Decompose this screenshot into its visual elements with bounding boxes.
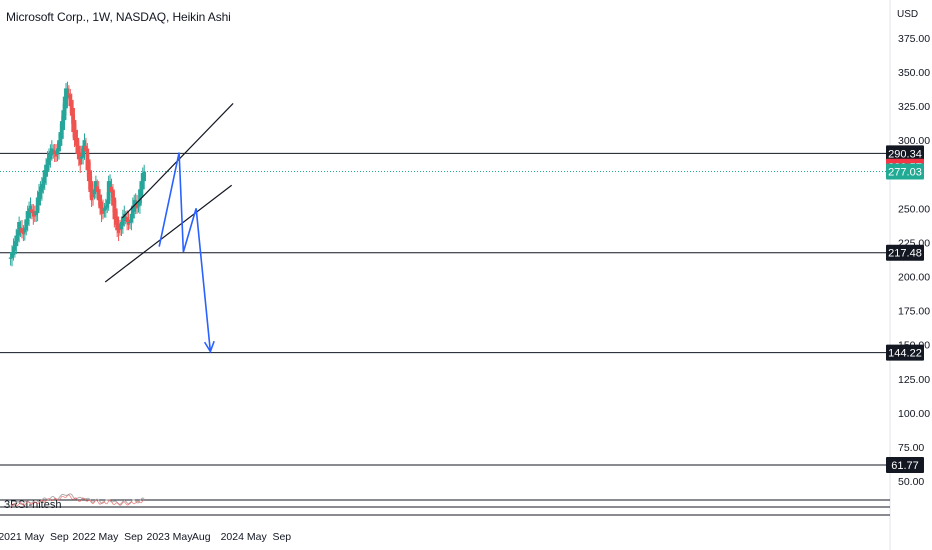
- candle-body: [129, 213, 134, 223]
- x-tick-label: 2021: [0, 531, 22, 543]
- x-tick-label: Sep: [124, 531, 143, 543]
- x-tick-label: Sep: [272, 531, 291, 543]
- y-tick-label: 250.00: [898, 203, 930, 215]
- y-tick-label: 100.00: [898, 408, 930, 420]
- x-tick-label: May: [247, 531, 268, 543]
- y-tick-label: 375.00: [898, 33, 930, 45]
- candle-body: [13, 241, 17, 251]
- y-tick-label: 125.00: [898, 374, 930, 386]
- rsi-signal-line: [10, 494, 145, 508]
- y-tick-label: 350.00: [898, 67, 930, 79]
- candle-body: [136, 205, 141, 207]
- price-tag-label: 277.03: [888, 167, 922, 179]
- candle-body: [48, 151, 53, 160]
- channel-trendline: [104, 184, 233, 283]
- price-tag-label: 144.22: [888, 348, 922, 360]
- candle-body: [131, 205, 135, 218]
- candle-body: [23, 227, 27, 233]
- y-tick-label: 200.00: [898, 272, 930, 284]
- candle-body: [104, 205, 108, 210]
- y-tick-label: 325.00: [898, 101, 930, 113]
- candle-body: [116, 223, 121, 233]
- candle-body: [128, 222, 132, 224]
- x-tick-label: 2022: [72, 531, 96, 543]
- price-tag: [886, 145, 924, 162]
- candle-body: [125, 217, 129, 223]
- candle-body: [112, 197, 117, 220]
- price-tag-label: 217.48: [888, 248, 922, 260]
- x-tick-label: May: [173, 531, 194, 543]
- price-tag: [886, 163, 924, 180]
- price-tag-label: 61.77: [891, 460, 919, 472]
- x-tick-label: Aug: [192, 531, 211, 543]
- chart-title: Microsoft Corp., 1W, NASDAQ, Heikin Ashi: [6, 10, 231, 24]
- x-tick-label: 2023: [147, 531, 171, 543]
- candle-body: [44, 164, 48, 177]
- candle-body: [133, 200, 138, 207]
- currency-label: USD: [897, 9, 919, 20]
- x-tick-label: May: [24, 531, 45, 543]
- candle-body: [58, 132, 63, 146]
- price-tag: [886, 456, 924, 473]
- candle-body: [142, 171, 146, 182]
- projection-arrowhead: [203, 340, 215, 354]
- candle-body: [118, 228, 122, 231]
- y-tick-label: 175.00: [898, 306, 930, 318]
- candle-body: [65, 88, 70, 99]
- price-tag-label: 290.34: [888, 148, 922, 160]
- candle-body: [10, 252, 14, 259]
- y-tick-label: 50.00: [898, 476, 924, 488]
- rsi-line: [10, 493, 145, 507]
- y-tick-label: 75.00: [898, 442, 924, 454]
- x-tick-label: 2024: [221, 531, 245, 543]
- x-tick-label: Sep: [50, 531, 69, 543]
- price-tag: [886, 244, 924, 261]
- y-tick-label: 300.00: [898, 135, 930, 147]
- projection-path: [158, 152, 212, 352]
- price-tag: [886, 344, 924, 361]
- x-tick-label: May: [99, 531, 120, 543]
